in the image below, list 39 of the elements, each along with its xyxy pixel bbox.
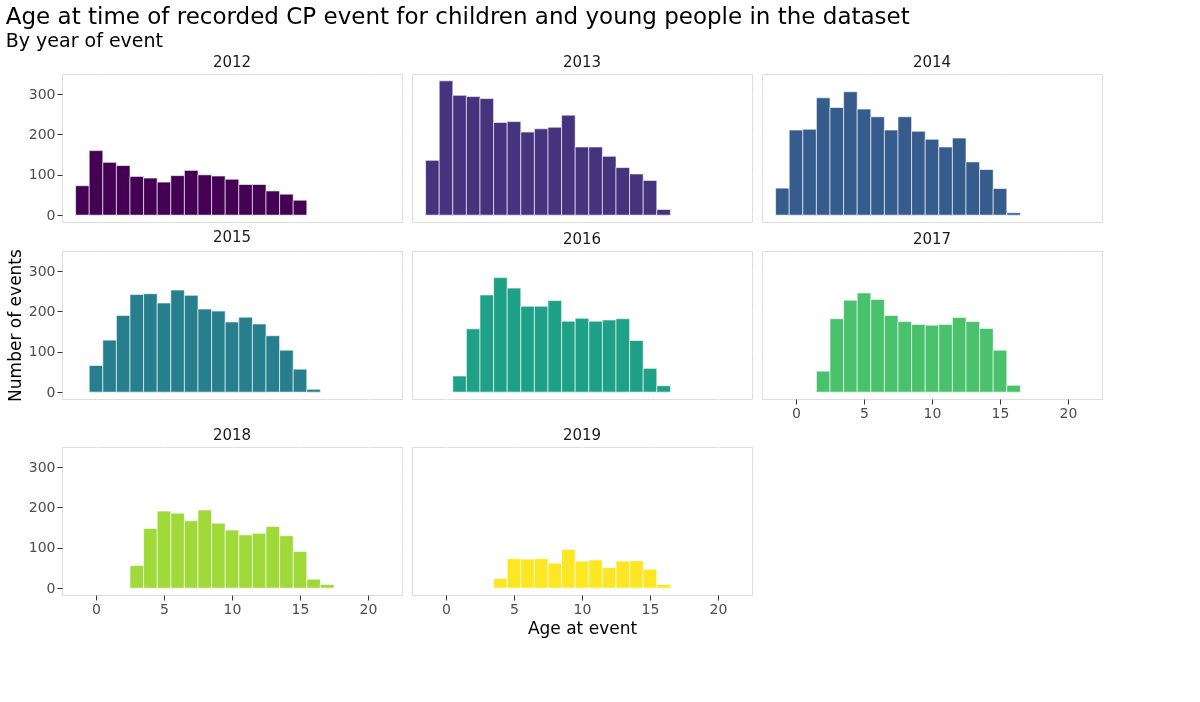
x-tick-label: 5 bbox=[160, 600, 169, 617]
y-tick-label: 200 bbox=[28, 498, 56, 515]
y-tick-label: 0 bbox=[46, 579, 56, 596]
chart-title: 2014 bbox=[912, 53, 952, 71]
x-tick-label: 0 bbox=[92, 600, 101, 617]
x-tick-label: 0 bbox=[792, 404, 801, 421]
y-tick-label: 0 bbox=[46, 206, 56, 223]
y-tick-label: 100 bbox=[28, 166, 56, 183]
x-axis-title: Age at event bbox=[527, 617, 638, 638]
chart-title: 2017 bbox=[912, 230, 952, 248]
chart-title: 2015 bbox=[212, 227, 252, 246]
x-tick-label: 10 bbox=[573, 600, 592, 617]
x-tick-label: 20 bbox=[1059, 404, 1078, 421]
x-tick-label: 5 bbox=[860, 404, 869, 421]
x-tick-label: 10 bbox=[223, 600, 242, 617]
y-axis-title: Number of events bbox=[4, 248, 25, 402]
y-tick-label: 300 bbox=[28, 262, 56, 279]
y-tick-label: 300 bbox=[28, 458, 56, 475]
y-tick-label: 100 bbox=[28, 343, 56, 360]
y-tick-label: 100 bbox=[28, 539, 56, 556]
x-tick-label: 20 bbox=[359, 600, 378, 617]
x-tick-label: 15 bbox=[991, 404, 1010, 421]
y-tick-label: 300 bbox=[28, 85, 56, 102]
x-tick-label: 5 bbox=[510, 600, 519, 617]
chart-title: 2019 bbox=[562, 426, 602, 444]
x-tick-label: 15 bbox=[291, 600, 310, 617]
x-tick-label: 15 bbox=[641, 600, 660, 617]
y-tick-label: 0 bbox=[46, 383, 56, 400]
y-tick-label: 200 bbox=[28, 125, 56, 142]
chart-title: 2012 bbox=[212, 53, 252, 71]
x-tick-label: 20 bbox=[709, 600, 728, 617]
text: Age at time of recorded CP event for children and young people in the dataset bbox=[5, 2, 910, 29]
y-tick-label: 200 bbox=[28, 302, 56, 319]
chart-title: 2018 bbox=[212, 426, 252, 444]
x-tick-label: 10 bbox=[923, 404, 942, 421]
chart-title: 2016 bbox=[562, 230, 602, 248]
text: By year of event bbox=[5, 28, 163, 51]
x-tick-label: 0 bbox=[442, 600, 451, 617]
chart-title: 2013 bbox=[562, 53, 602, 71]
